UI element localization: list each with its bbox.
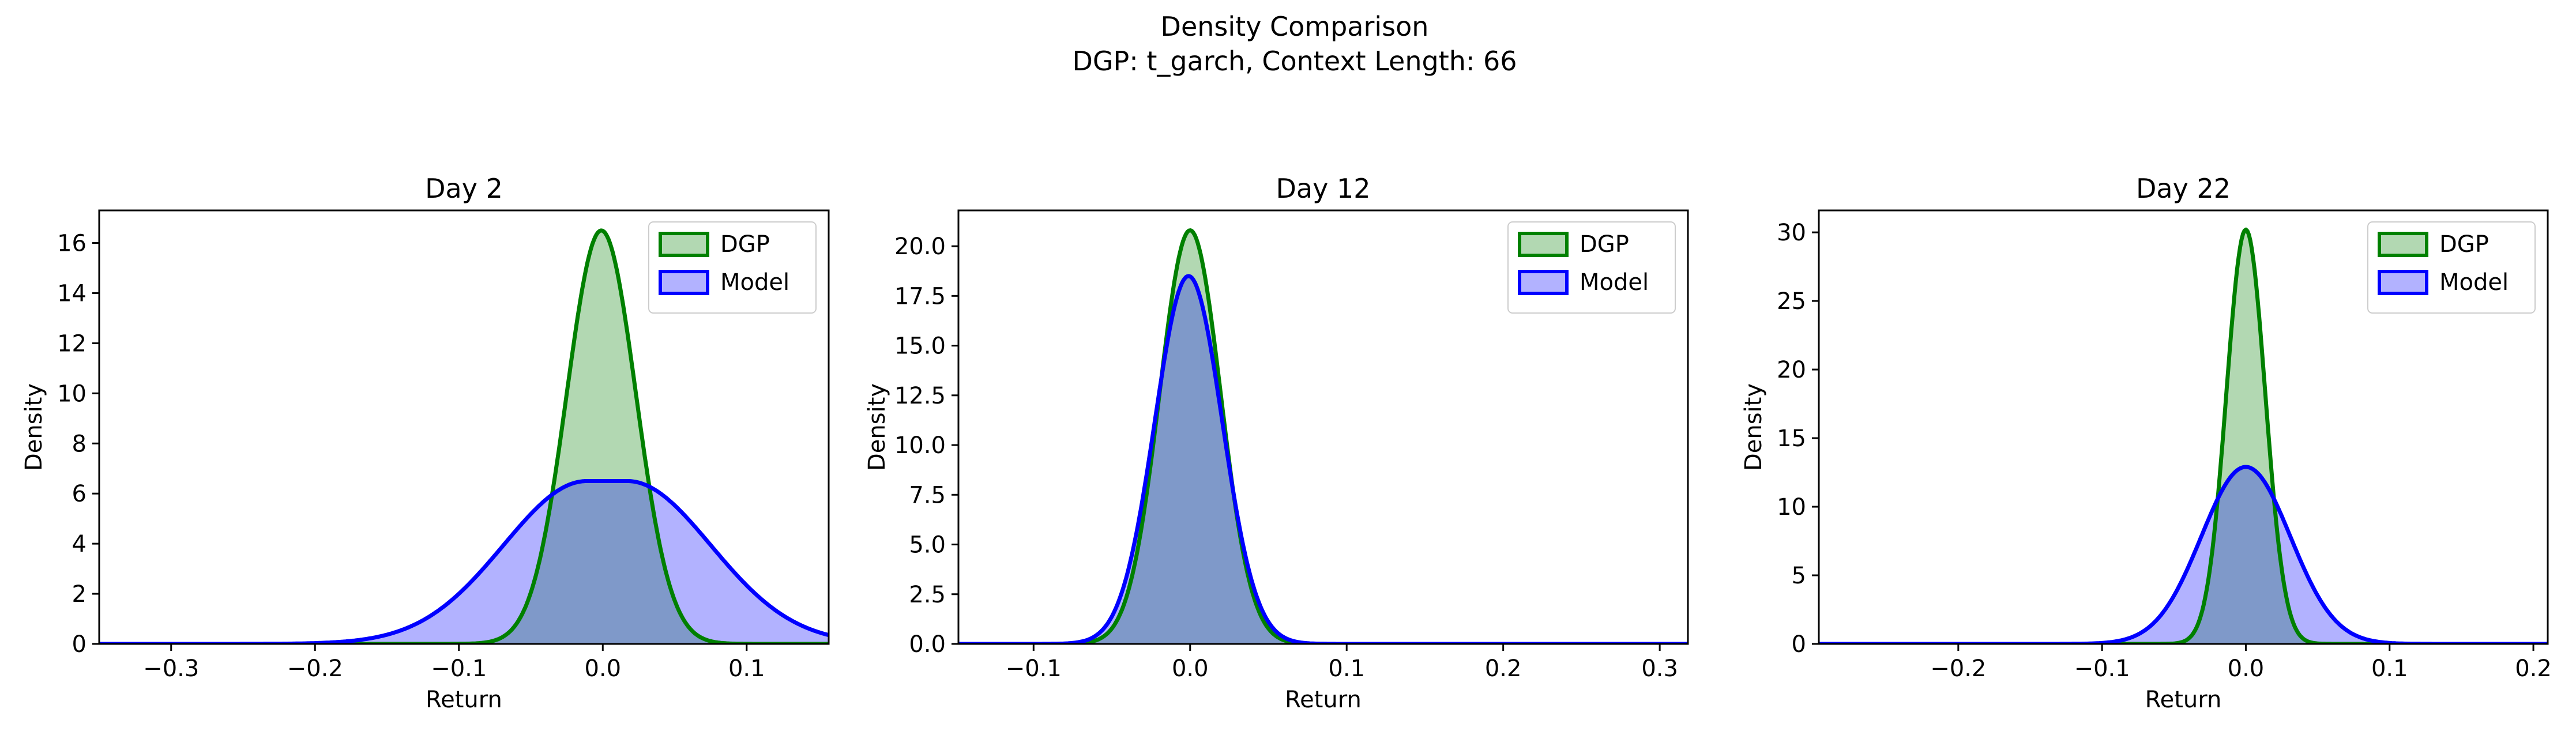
y-tick-label: 10: [1777, 494, 1806, 521]
panel-title: Day 2: [425, 173, 503, 204]
y-tick-label: 14: [57, 280, 87, 307]
y-tick-label: 20: [1777, 357, 1806, 383]
legend: DGP Model: [1507, 221, 1676, 314]
axes-frame: [957, 209, 1689, 645]
series-dgp-line: [1819, 227, 2548, 644]
axes-frame: [98, 209, 830, 645]
x-tick-label: 0.0: [2228, 655, 2265, 682]
overlap-fill: [99, 481, 829, 644]
x-tick-label: −0.1: [2074, 655, 2130, 682]
x-tick-label: −0.1: [1006, 655, 1062, 682]
panel-3: −0.2 −0.1 0.0 0.1 0.2 0 5 10 15 20 25 30 Day 22 Retur…: [1740, 173, 2552, 713]
x-axis-label: Return: [2145, 687, 2222, 713]
y-tick-label: 2.5: [909, 582, 946, 608]
y-tick-label: 17.5: [894, 283, 946, 310]
x-tick-label: 0.0: [1172, 655, 1209, 682]
legend-swatch-model: [659, 270, 709, 295]
legend-label-model: Model: [1580, 269, 1649, 296]
legend-label-model: Model: [720, 269, 789, 296]
y-tick-label: 15: [1777, 425, 1806, 452]
y-axis-label: Density: [864, 383, 890, 471]
y-tick-label: 20.0: [894, 233, 946, 260]
y-tick-label: 12.5: [894, 383, 946, 409]
panels: −0.3 −0.2 −0.1 0.0 0.1 0 2 4 6 8 10 12 14 16 Day 2 Retu…: [21, 173, 2552, 713]
y-tick-label: 5.0: [909, 532, 946, 559]
x-tick-label: −0.2: [1930, 655, 1986, 682]
axes-frame: [1818, 209, 2549, 645]
y-tick-label: 8: [72, 431, 87, 457]
legend: DGP Model: [648, 221, 817, 314]
panel-title: Day 22: [2136, 173, 2231, 204]
x-tick-label: 0.0: [584, 655, 621, 682]
y-tick-label: 2: [72, 581, 87, 608]
legend: DGP Model: [2367, 221, 2536, 314]
legend-label-dgp: DGP: [1580, 231, 1629, 258]
panel-2: −0.1 0.0 0.1 0.2 0.3 0.0 2.5 5.0 7.5 10.0 12.5 15.0…: [864, 173, 1689, 713]
y-tick-label: 25: [1777, 288, 1806, 315]
y-tick-label: 0.0: [909, 631, 946, 658]
y-tick-label: 30: [1777, 220, 1806, 246]
legend-swatch-dgp: [659, 232, 709, 257]
x-tick-label: 0.1: [2371, 655, 2408, 682]
y-tick-label: 10.0: [894, 432, 946, 459]
x-tick-label: −0.1: [431, 655, 487, 682]
x-axis-label: Return: [426, 687, 502, 713]
series-model-line: [99, 479, 829, 644]
y-tick-label: 16: [57, 231, 87, 257]
y-tick-label: 12: [57, 330, 87, 357]
x-tick-label: 0.1: [1328, 655, 1365, 682]
overlap-fill: [958, 276, 1688, 644]
series-model-fill: [99, 481, 829, 644]
x-tick-label: 0.1: [728, 655, 765, 682]
panel-1: −0.3 −0.2 −0.1 0.0 0.1 0 2 4 6 8 10 12 14 16 Day 2 Retu…: [21, 173, 830, 713]
series-model-line: [958, 274, 1688, 644]
series-model-fill: [958, 276, 1688, 644]
figure-title: Density Comparison: [1161, 11, 1429, 42]
x-tick-label: 0.3: [1641, 655, 1678, 682]
y-axis-label: Density: [1740, 383, 1767, 471]
y-tick-label: 4: [72, 531, 87, 557]
y-tick-label: 0: [72, 631, 87, 658]
y-axis-label: Density: [21, 383, 47, 471]
y-tick-label: 15.0: [894, 333, 946, 360]
figure-subtitle: DGP: t_garch, Context Length: 66: [1072, 46, 1517, 77]
legend-swatch-dgp: [1518, 232, 1569, 257]
panel-title: Day 12: [1276, 173, 1371, 204]
x-tick-label: 0.2: [2515, 655, 2552, 682]
x-tick-label: −0.2: [287, 655, 343, 682]
legend-label-model: Model: [2439, 269, 2509, 296]
y-tick-label: 5: [1792, 563, 1806, 589]
y-tick-label: 0: [1792, 631, 1806, 658]
x-tick-label: 0.2: [1485, 655, 1522, 682]
series-model-fill: [1819, 467, 2548, 644]
legend-swatch-dgp: [2378, 232, 2428, 257]
x-axis-label: Return: [1285, 687, 1362, 713]
y-tick-label: 10: [57, 380, 87, 407]
legend-swatch-model: [1518, 270, 1569, 295]
legend-swatch-model: [2378, 270, 2428, 295]
x-tick-label: −0.3: [143, 655, 199, 682]
legend-label-dgp: DGP: [2439, 231, 2489, 258]
y-tick-label: 7.5: [909, 482, 946, 508]
legend-label-dgp: DGP: [720, 231, 770, 258]
y-tick-label: 6: [72, 481, 87, 507]
